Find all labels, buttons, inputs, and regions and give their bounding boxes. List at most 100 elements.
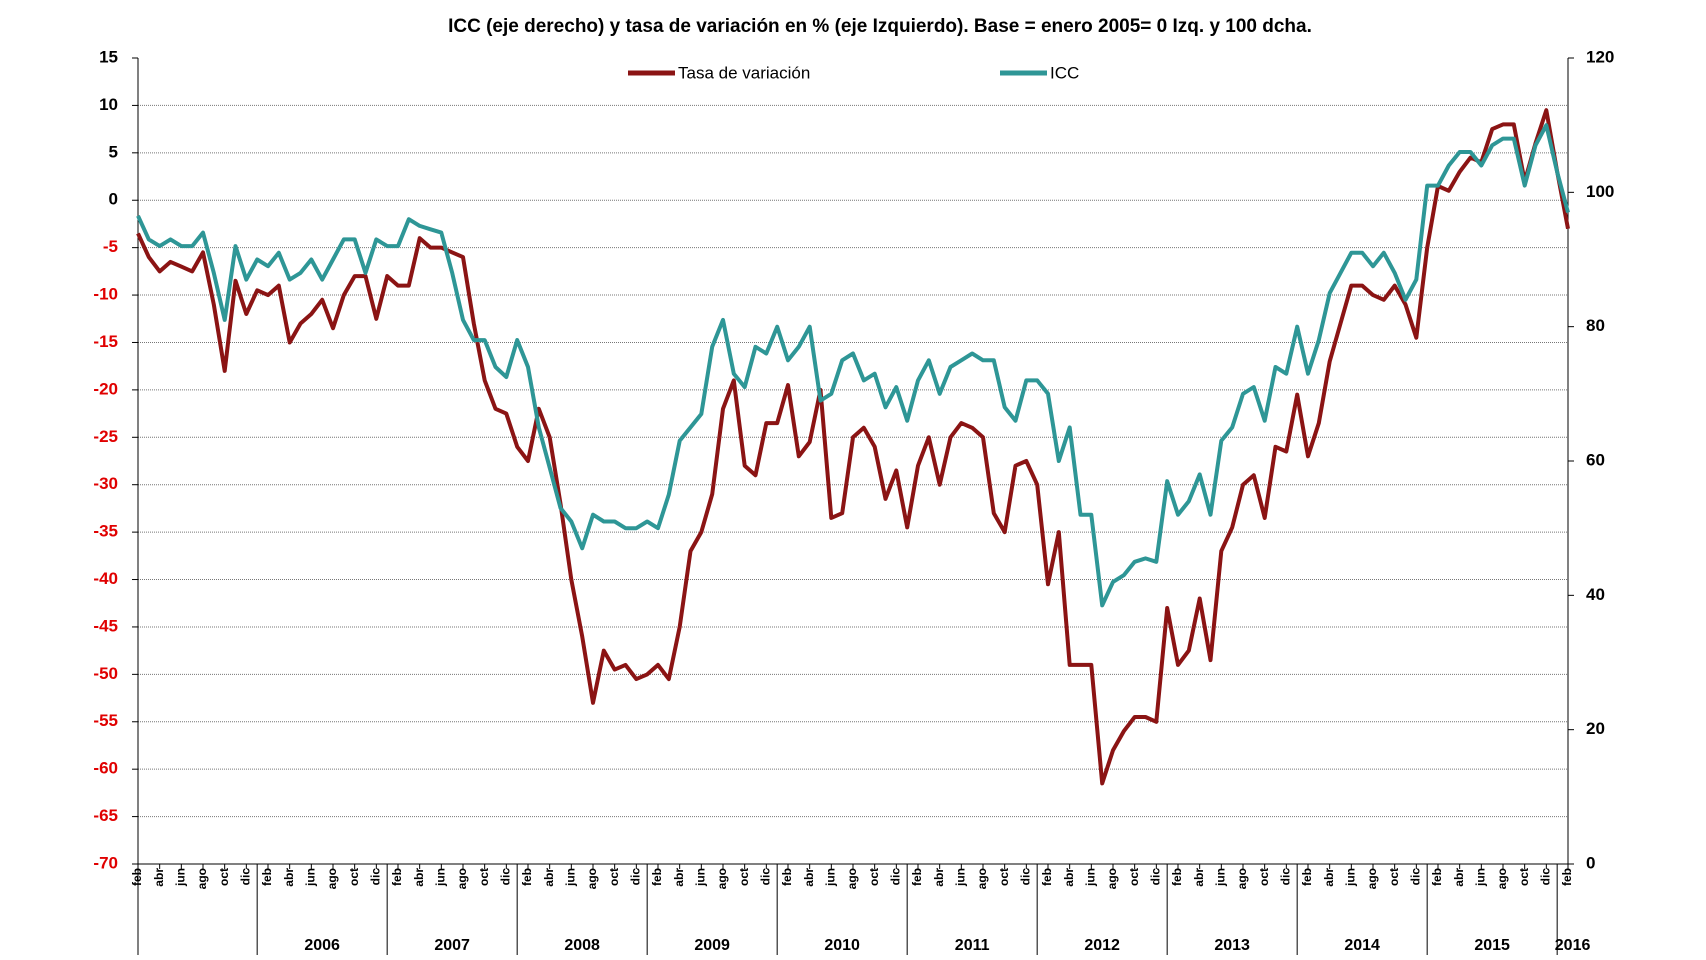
x-tick-label: oct	[347, 868, 361, 886]
x-tick-label: oct	[1257, 868, 1271, 886]
y-tick-label: -40	[93, 569, 118, 588]
y-tick-label: -10	[93, 285, 118, 304]
year-label: 2009	[694, 937, 730, 954]
x-tick-label: dic	[759, 868, 773, 886]
x-tick-label: jun	[174, 868, 188, 887]
x-tick-label: oct	[997, 868, 1011, 886]
y2-tick-label: 60	[1586, 450, 1605, 469]
y-tick-label: -55	[93, 711, 118, 730]
x-tick-label: feb	[1430, 868, 1444, 886]
x-tick-label: oct	[1387, 868, 1401, 886]
x-tick-label: dic	[1409, 868, 1423, 886]
year-label: 2006	[304, 937, 340, 954]
x-tick-label: jun	[694, 868, 708, 887]
x-tick-label: jun	[564, 868, 578, 887]
x-tick-label: oct	[1127, 868, 1141, 886]
x-tick-label: ago	[1365, 868, 1379, 889]
x-tick-label: jun	[434, 868, 448, 887]
x-tick-label: abr	[412, 868, 426, 887]
line-series	[136, 123, 1570, 608]
x-tick-label: ago	[1105, 868, 1119, 889]
y-tick-label: 15	[99, 47, 118, 66]
x-tick-label: ago	[585, 868, 599, 889]
x-tick-label: dic	[499, 868, 513, 886]
y2-tick-label: 0	[1586, 853, 1595, 872]
x-tick-label: ago	[325, 868, 339, 889]
y-tick-label: -65	[93, 806, 118, 825]
x-tick-label: feb	[910, 868, 924, 886]
x-tick-label: dic	[1539, 868, 1553, 886]
year-label: 2012	[1084, 937, 1120, 954]
y-tick-label: 10	[99, 95, 118, 114]
x-tick-label: abr	[802, 868, 816, 887]
x-tick-label: abr	[1062, 868, 1076, 887]
x-tick-label: feb	[1170, 868, 1184, 886]
y-tick-label: -15	[93, 332, 118, 351]
y-tick-label: 5	[109, 142, 118, 161]
x-tick-label: ago	[715, 868, 729, 889]
x-tick-label: ago	[1235, 868, 1249, 889]
x-tick-label: oct	[217, 868, 231, 886]
x-tick-label: feb	[260, 868, 274, 886]
y-tick-label: -20	[93, 379, 118, 398]
x-tick-label: jun	[1474, 868, 1488, 887]
y-tick-label: -60	[93, 759, 118, 778]
x-tick-label: dic	[1149, 868, 1163, 886]
x-tick-label: jun	[954, 868, 968, 887]
y-tick-label: -30	[93, 474, 118, 493]
x-tick-label: dic	[369, 868, 383, 886]
legend-label: Tasa de variación	[678, 63, 810, 82]
y2-tick-label: 40	[1586, 585, 1605, 604]
x-tick-label: feb	[1040, 868, 1054, 886]
x-tick-label: feb	[390, 868, 404, 886]
x-tick-label: abr	[152, 868, 166, 887]
y-tick-label: -25	[93, 427, 118, 446]
x-tick-label: dic	[629, 868, 643, 886]
y-tick-label: -70	[93, 853, 118, 872]
x-tick-label: dic	[1279, 868, 1293, 886]
year-label: 2015	[1474, 937, 1510, 954]
x-tick-label: abr	[282, 868, 296, 887]
year-label: 2013	[1214, 937, 1250, 954]
year-label: 2014	[1344, 937, 1380, 954]
y2-tick-label: 80	[1586, 316, 1605, 335]
x-tick-label: ago	[1495, 868, 1509, 889]
x-tick-label: abr	[672, 868, 686, 887]
x-tick-label: oct	[737, 868, 751, 886]
x-tick-label: oct	[1517, 868, 1531, 886]
x-tick-label: abr	[1452, 868, 1466, 887]
x-tick-label: ago	[845, 868, 859, 889]
chart-title: ICC (eje derecho) y tasa de variación en…	[448, 16, 1312, 37]
x-tick-label: feb	[650, 868, 664, 886]
x-tick-label: feb	[1300, 868, 1314, 886]
x-tick-label: abr	[1322, 868, 1336, 887]
x-tick-label: feb	[1560, 868, 1574, 886]
x-tick-label: jun	[1344, 868, 1358, 887]
x-tick-label: jun	[1084, 868, 1098, 887]
year-label: 2016	[1555, 937, 1591, 954]
y-tick-label: -35	[93, 522, 118, 541]
x-tick-label: oct	[607, 868, 621, 886]
x-tick-label: jun	[304, 868, 318, 887]
x-tick-label: oct	[477, 868, 491, 886]
year-label: 2011	[955, 937, 990, 954]
x-tick-label: dic	[889, 868, 903, 886]
y2-tick-label: 100	[1586, 182, 1614, 201]
y-tick-label: -50	[93, 664, 118, 683]
x-tick-label: abr	[932, 868, 946, 887]
x-tick-label: abr	[1192, 868, 1206, 887]
x-tick-label: jun	[1214, 868, 1228, 887]
y-tick-label: 0	[109, 190, 118, 209]
x-tick-label: ago	[455, 868, 469, 889]
y-tick-label: -45	[93, 616, 118, 635]
y2-tick-label: 20	[1586, 719, 1605, 738]
x-tick-label: abr	[542, 868, 556, 887]
x-tick-label: jun	[824, 868, 838, 887]
x-tick-label: feb	[520, 868, 534, 886]
legend-label: ICC	[1050, 63, 1079, 82]
line-series	[136, 108, 1570, 786]
x-tick-label: feb	[130, 868, 144, 886]
y2-tick-label: 120	[1586, 47, 1614, 66]
x-tick-label: ago	[195, 868, 209, 889]
